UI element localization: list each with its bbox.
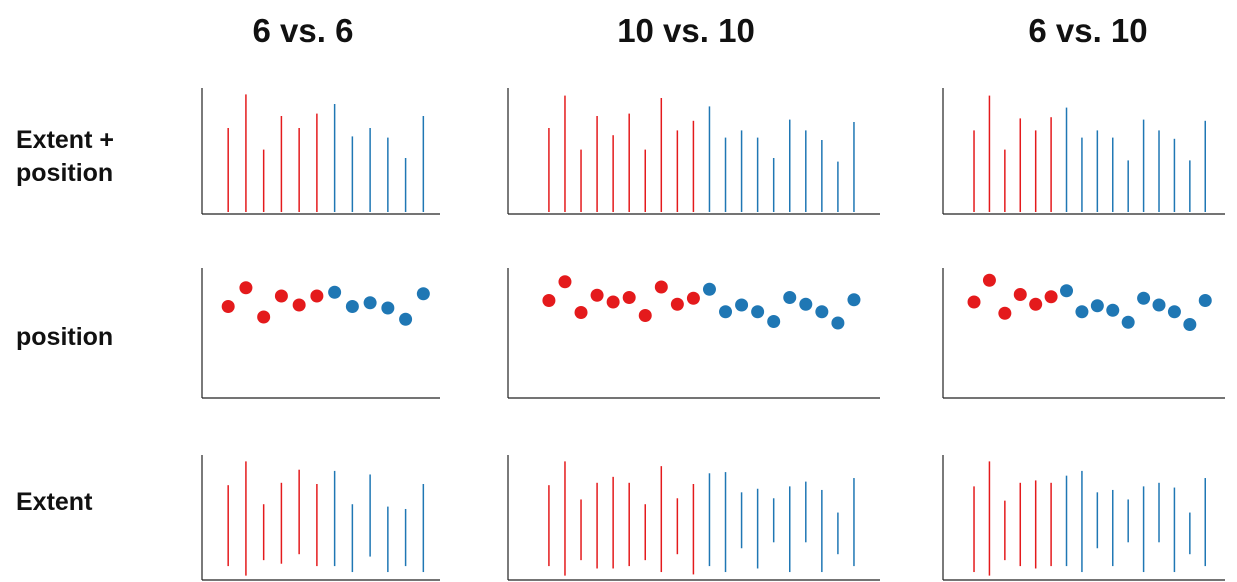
row-label-extent: Extent	[16, 488, 93, 516]
position-panel-5-blue-point	[1106, 303, 1120, 317]
position-panel-5-blue-point	[1090, 299, 1104, 313]
position-panel-5-blue-point	[1198, 294, 1212, 307]
position-panel-4-red-point	[638, 309, 652, 322]
position-panel-5-red-point	[1044, 290, 1058, 304]
position-panel-3-blue-point	[416, 287, 430, 301]
position-panel-4-red-point	[542, 294, 556, 307]
position-panel-5-blue-point	[1137, 291, 1151, 305]
position-panel-5-blue-point	[1167, 305, 1181, 319]
column-title-6-vs-6: 6 vs. 6	[252, 12, 354, 49]
position-panel-4-blue-point	[767, 315, 781, 328]
position-panel-3-red-point	[292, 298, 306, 312]
position-panel-3-red-point	[310, 289, 324, 303]
position-panel-3-blue-point	[345, 300, 359, 313]
row-label-position: position	[16, 323, 114, 351]
position-panel-3-blue-point	[399, 312, 413, 326]
position-panel-4-blue-point	[719, 305, 733, 319]
row-label-extent-position-line1: Extent +	[16, 126, 114, 154]
position-panel-4-blue-point	[799, 297, 813, 311]
position-panel-3-red-point	[274, 289, 288, 303]
position-panel-4-red-point	[606, 295, 620, 309]
position-panel-4-red-point	[558, 275, 572, 289]
position-panel-4-red-point	[654, 280, 668, 294]
position-panel-5-red-point	[998, 306, 1012, 320]
position-panel-4-blue-point	[751, 305, 765, 319]
position-panel-4-blue-point	[831, 316, 845, 330]
position-panel-5-red-point	[982, 273, 996, 287]
position-panel-3-red-point	[239, 281, 253, 295]
position-panel-4-red-point	[590, 288, 604, 302]
position-panel-4-blue-point	[815, 305, 829, 319]
position-panel-5-blue-point	[1060, 284, 1074, 298]
position-panel-3-blue-point	[363, 296, 377, 310]
position-panel-5-blue-point	[1075, 305, 1089, 319]
position-panel-5-blue-point	[1152, 298, 1166, 312]
position-panel-3-red-point	[221, 300, 235, 313]
row-label-extent-position: Extent + position	[16, 124, 166, 190]
position-panel-5-blue-point	[1183, 318, 1197, 331]
position-panel-4-red-point	[670, 297, 684, 311]
position-panel-5-red-point	[1013, 288, 1027, 301]
position-panel-4-blue-point	[783, 291, 797, 304]
position-panel-5-red-point	[1029, 297, 1043, 311]
position-panel-4-red-point	[622, 291, 636, 304]
column-title-10-vs-10: 10 vs. 10	[617, 12, 755, 49]
row-label-extent-position-line2: position	[16, 159, 114, 187]
column-title-6-vs-10: 6 vs. 10	[1028, 12, 1148, 49]
position-panel-3-blue-point	[381, 301, 395, 315]
position-panel-4-red-point	[574, 306, 588, 319]
position-panel-4-red-point	[686, 291, 700, 305]
position-panel-4-blue-point	[847, 293, 861, 307]
position-panel-5-blue-point	[1121, 315, 1135, 329]
position-panel-4-blue-point	[702, 282, 716, 296]
position-panel-3-red-point	[257, 310, 271, 324]
position-panel-3-blue-point	[328, 285, 342, 299]
position-panel-5-red-point	[967, 295, 981, 309]
position-panel-4-blue-point	[735, 298, 749, 312]
